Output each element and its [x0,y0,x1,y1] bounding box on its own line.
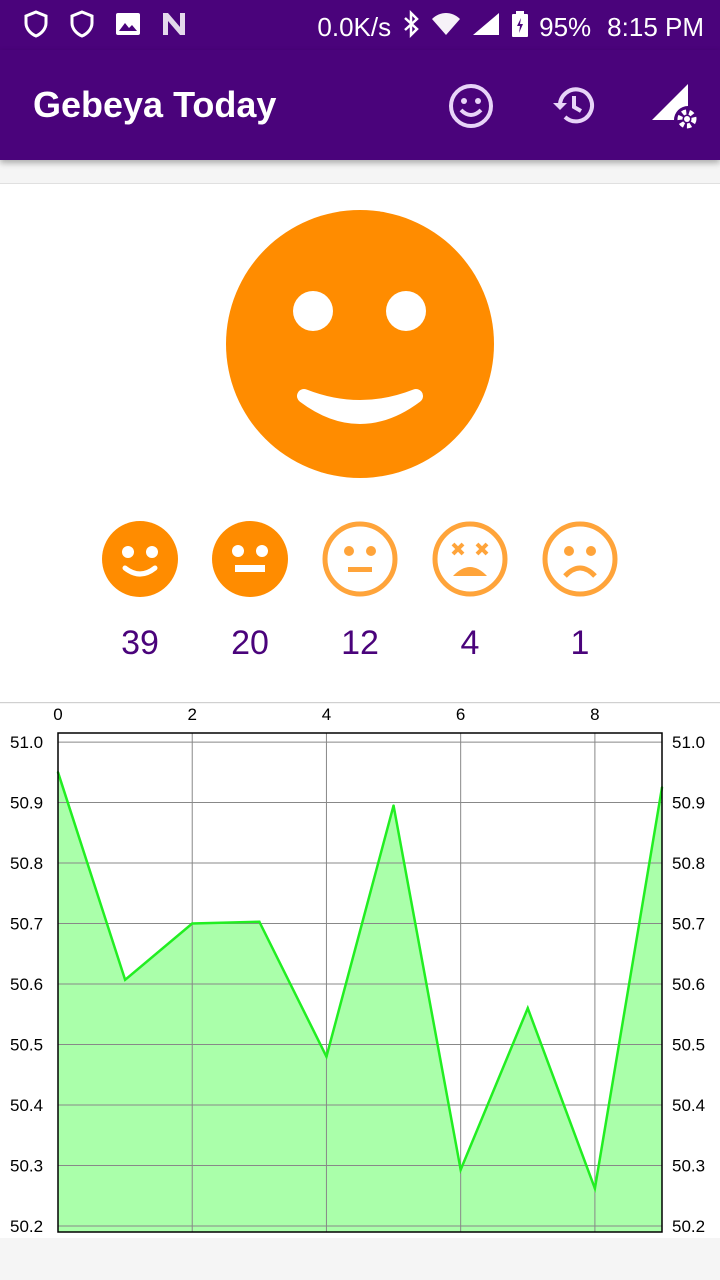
wifi-icon [431,11,461,44]
bluetooth-icon [401,9,421,45]
mood-card: 39 20 12 4 1 [0,183,720,703]
y-tick-label-right: 50.2 [672,1217,705,1236]
n-icon [160,10,188,38]
signal-icon [471,11,501,44]
data-point [526,1007,529,1010]
status-bar: 0.0K/s 95% 8:15 PM [0,0,720,50]
history-icon [553,87,594,124]
dizzy-count: 4 [460,624,480,662]
y-tick-label-left: 50.8 [10,854,43,873]
y-tick-label-right: 50.8 [672,854,705,873]
data-point [593,1187,597,1190]
app-bar: Gebeya Today [0,50,720,160]
y-tick-label-right: 50.6 [672,975,705,994]
price-chart: 51.0 51.0 50.9 50.9 50.8 50.8 50.7 50.7 50.6 50.6… [0,704,720,1238]
y-tick-label-right: 50.4 [672,1096,705,1115]
shield-outline-icon [68,10,96,38]
series-line [56,771,664,1194]
y-tick-label-right: 51.0 [672,733,705,752]
data-point [123,978,127,981]
sad-face-icon[interactable] [541,520,619,598]
data-point [325,1055,328,1058]
sad-count: 1 [570,624,590,662]
y-tick-label-right: 50.3 [672,1156,705,1175]
neutral-face-icon[interactable] [211,520,289,598]
x-tick-label: 2 [187,705,196,724]
data-point [258,920,261,923]
x-tick-label: 0 [53,705,62,724]
y-tick-label-left: 50.2 [10,1217,43,1236]
signal-settings-icon [652,84,697,129]
meh-face-icon[interactable] [321,520,399,598]
signal-settings-button[interactable] [648,80,700,132]
image-icon [114,10,142,38]
battery-level: 95% [539,12,592,42]
y-tick-label-left: 50.3 [10,1156,43,1175]
clock: 8:15 PM [607,12,704,42]
dizzy-face-icon[interactable] [431,520,509,598]
area-chart: 51.0 51.0 50.9 50.9 50.8 50.8 50.7 50.7 50.6 50.6… [10,705,705,1236]
app-title: Gebeya Today [33,84,277,125]
mood-button[interactable] [445,80,497,132]
smiley-icon [449,84,493,128]
x-tick-label: 6 [456,705,465,724]
y-tick-label-left: 50.7 [10,915,43,934]
current-mood-happy-icon [226,210,494,478]
shield-icon [22,10,50,38]
neutral-count: 20 [231,624,269,662]
happy-face-icon[interactable] [101,520,179,598]
y-tick-label-left: 50.6 [10,975,43,994]
meh-count: 12 [341,624,379,662]
plot-border [57,732,663,1233]
y-tick-label-left: 51.0 [10,733,43,752]
x-tick-label: 4 [322,705,331,724]
y-tick-label-left: 50.4 [10,1096,43,1115]
network-speed: 0.0K/s [317,12,392,42]
y-tick-label-right: 50.9 [672,794,705,813]
history-button[interactable] [548,80,600,132]
y-tick-label-left: 50.9 [10,794,43,813]
data-point [459,1168,462,1171]
y-tick-label-right: 50.5 [672,1035,705,1054]
battery-icon [511,10,529,45]
area-fill [58,772,662,1232]
x-tick-label: 8 [590,705,599,724]
y-tick-label-right: 50.7 [672,915,705,934]
data-point [392,804,395,807]
y-tick-label-left: 50.5 [10,1035,43,1054]
data-point [191,922,194,925]
happy-count: 39 [121,624,159,662]
